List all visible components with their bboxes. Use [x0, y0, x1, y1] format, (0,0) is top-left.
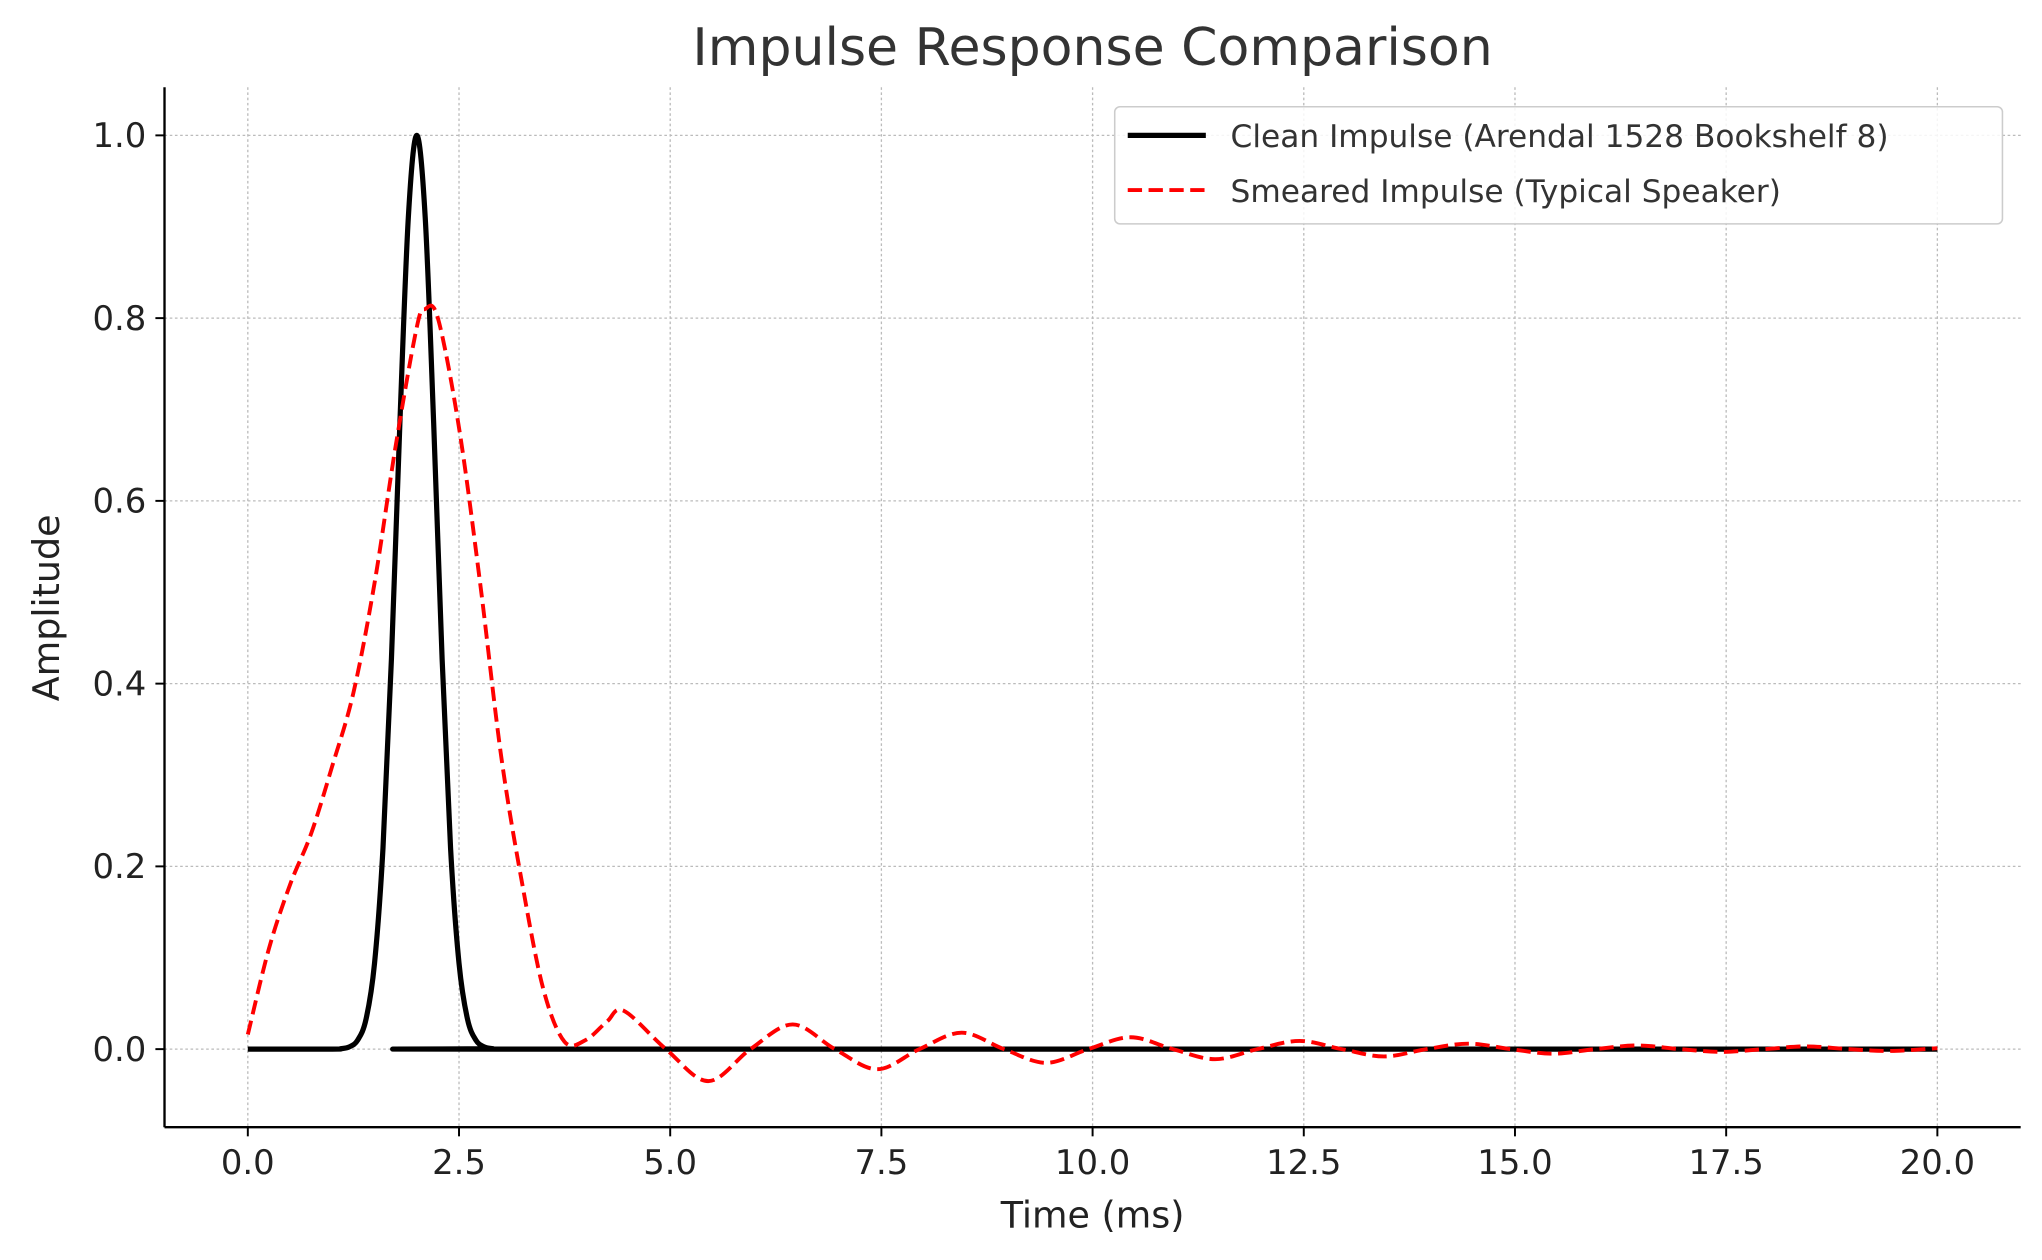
x-tick-label: 12.5	[1266, 1143, 1341, 1182]
x-axis-label: Time (ms)	[1000, 1193, 1185, 1236]
legend-label-smeared: Smeared Impulse (Typical Speaker)	[1231, 174, 1781, 210]
legend-box	[1113, 105, 2004, 225]
x-tick-label: 5.0	[643, 1143, 697, 1182]
x-tick-label: 20.0	[1900, 1143, 1975, 1182]
chart-title: Impulse Response Comparison	[692, 18, 1492, 78]
y-tick-label: 0.2	[92, 847, 146, 886]
axes: 0.0 2.5 5.0 7.5 10.0 12.5 15.0 17.5 20.0 0.0 0.2 0.…	[92, 87, 2021, 1182]
y-tick-label: 0.0	[92, 1030, 146, 1069]
y-tick-label: 0.6	[92, 482, 146, 521]
x-tick-label: 17.5	[1689, 1143, 1764, 1182]
series-group	[245, 132, 1938, 1084]
y-axis-label: Amplitude	[25, 515, 68, 702]
y-tick-label: 0.4	[92, 664, 146, 703]
y-tick-label: 1.0	[92, 116, 146, 155]
clean-impulse-line	[247, 132, 1938, 1052]
smeared-impulse-line	[245, 303, 1938, 1084]
x-tick-label: 7.5	[854, 1143, 908, 1182]
x-tick-label: 15.0	[1477, 1143, 1552, 1182]
x-tick-label: 0.0	[221, 1143, 275, 1182]
y-tick-label: 0.8	[92, 299, 146, 338]
x-tick-label: 2.5	[432, 1143, 486, 1182]
legend-label-clean: Clean Impulse (Arendal 1528 Bookshelf 8)	[1231, 119, 1889, 155]
grid	[164, 87, 2021, 1128]
x-tick-label: 10.0	[1055, 1143, 1130, 1182]
legend: Clean Impulse (Arendal 1528 Bookshelf 8)…	[1113, 105, 2004, 225]
